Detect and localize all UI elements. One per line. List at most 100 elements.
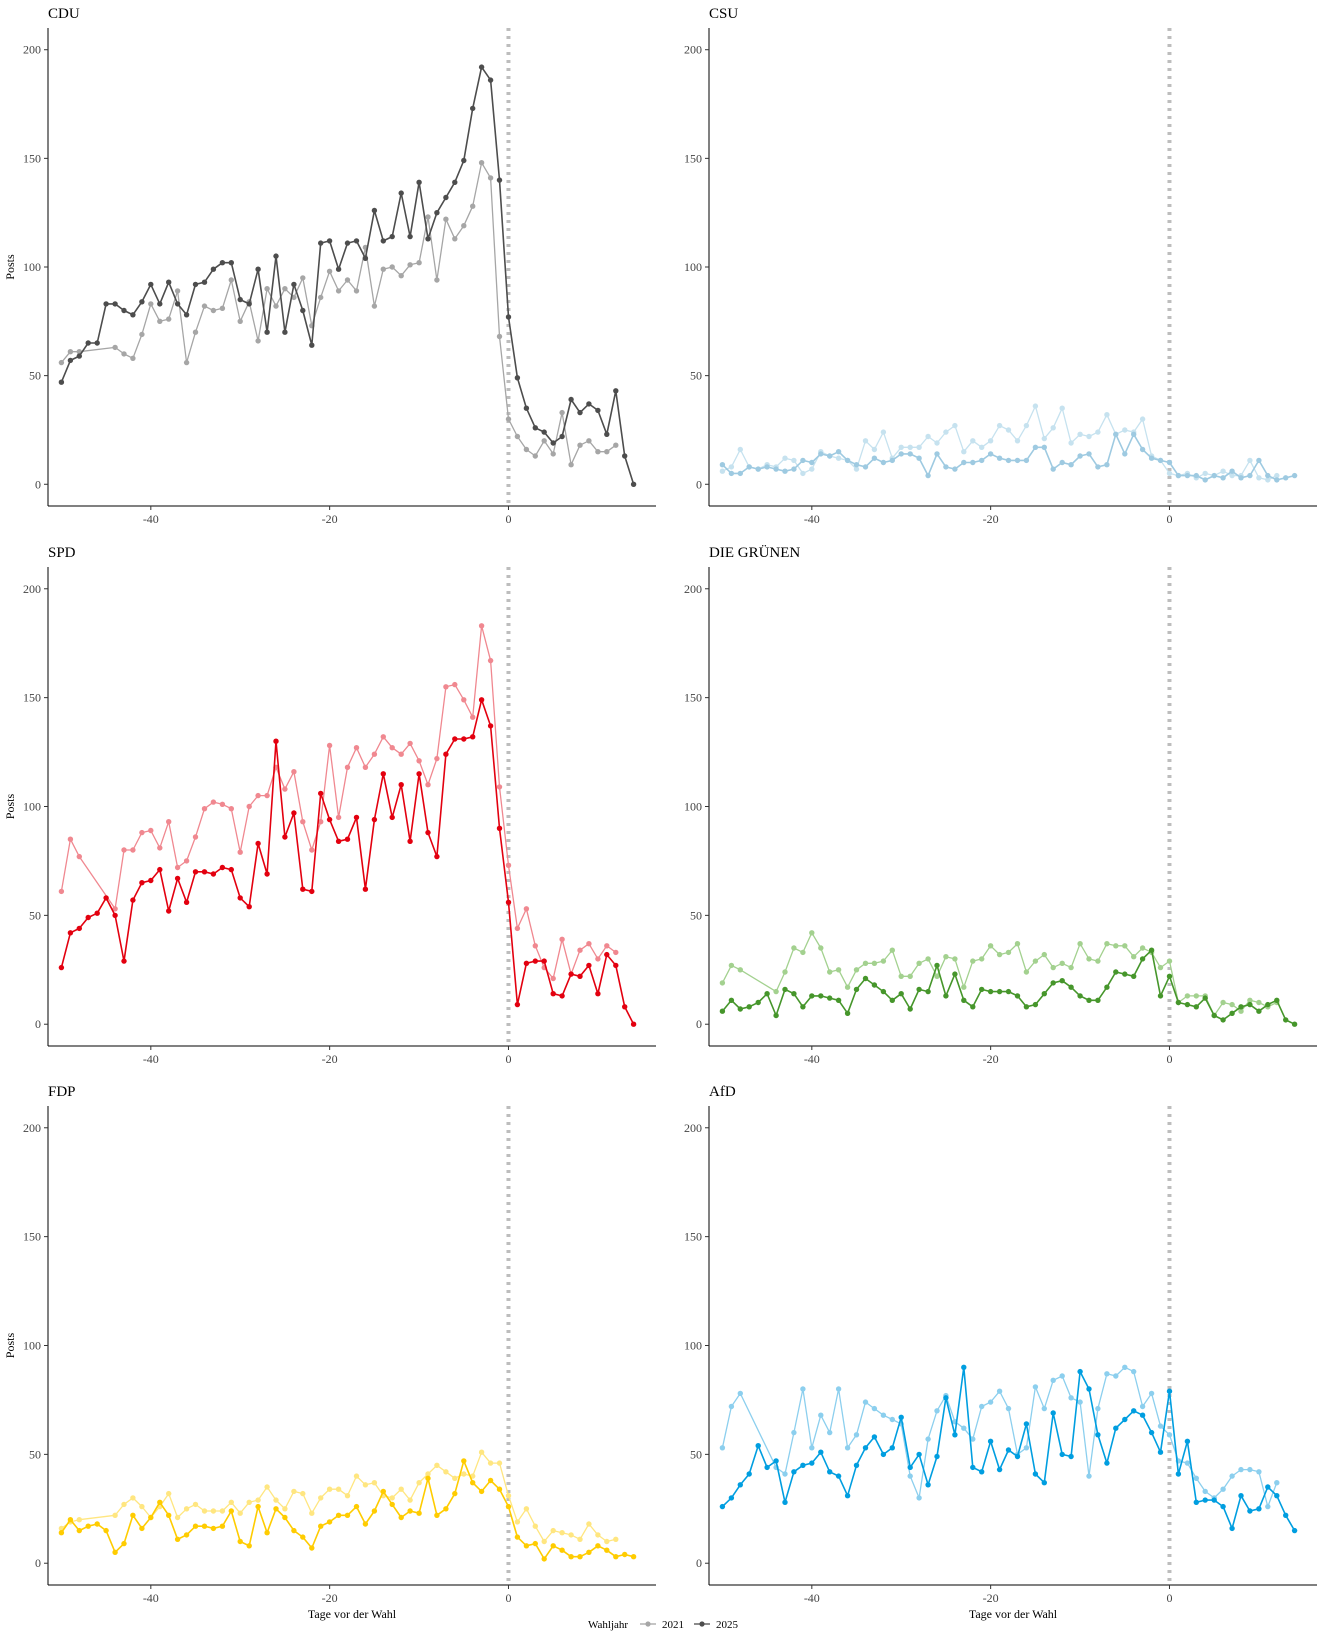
data-point-2025	[1005, 988, 1012, 995]
data-point-2021	[782, 969, 788, 975]
data-point-2021	[139, 331, 145, 338]
data-point-2025	[219, 1523, 226, 1529]
data-point-2021	[541, 1538, 547, 1545]
data-point-2025	[934, 451, 940, 457]
data-point-2025	[1122, 451, 1128, 457]
series-line-2025	[721, 433, 1295, 481]
data-point-2025	[94, 340, 100, 346]
data-point-2025	[362, 255, 369, 261]
data-point-2021	[76, 1517, 83, 1523]
data-point-2021	[880, 1412, 887, 1418]
data-point-2025	[862, 975, 869, 982]
data-point-2025	[1041, 991, 1048, 997]
data-point-2021	[1220, 999, 1226, 1006]
data-point-2021	[371, 751, 378, 757]
series-2021	[719, 1364, 1280, 1510]
data-point-2025	[166, 1512, 172, 1519]
data-point-2025	[210, 266, 217, 272]
data-point-2021	[461, 223, 467, 229]
data-point-2021	[344, 1493, 351, 1499]
data-point-2025	[85, 340, 91, 346]
x-tick-label: 0	[505, 1591, 511, 1605]
data-point-2025	[1247, 472, 1253, 479]
data-point-2021	[1122, 427, 1128, 433]
data-point-2025	[1131, 973, 1137, 979]
data-point-2025	[782, 1499, 788, 1506]
y-tick-label: 150	[684, 1230, 702, 1244]
data-point-2021	[550, 975, 556, 982]
data-point-2025	[1274, 477, 1280, 483]
x-tick-label: -40	[143, 1591, 159, 1605]
data-point-2025	[898, 451, 904, 457]
data-point-2025	[130, 312, 136, 318]
data-point-2021	[1256, 1469, 1262, 1475]
data-point-2025	[398, 782, 404, 788]
data-point-2021	[318, 294, 324, 301]
data-point-2025	[880, 988, 887, 995]
series-line-2021	[721, 1366, 1278, 1508]
data-point-2021	[505, 862, 512, 868]
data-point-2025	[496, 1486, 503, 1492]
data-point-2021	[1184, 1460, 1191, 1466]
data-point-2021	[1041, 435, 1048, 442]
data-point-2021	[880, 429, 887, 435]
data-point-2021	[613, 442, 619, 448]
data-point-2021	[174, 288, 181, 294]
data-point-2025	[916, 986, 922, 993]
data-point-2025	[407, 1508, 413, 1514]
data-point-2021	[398, 1486, 404, 1492]
data-point-2025	[1041, 1480, 1048, 1486]
data-point-2021	[970, 1436, 976, 1442]
series-2021	[58, 160, 619, 468]
data-point-2025	[326, 816, 333, 823]
data-point-2021	[514, 925, 521, 932]
data-point-2025	[773, 1458, 779, 1464]
data-point-2021	[880, 958, 887, 964]
data-point-2021	[970, 438, 976, 444]
data-point-2025	[505, 314, 512, 320]
legend: Wahljahr 2021 2025	[588, 1619, 739, 1631]
data-point-2025	[925, 1482, 931, 1488]
data-point-2025	[1059, 459, 1065, 466]
data-point-2025	[255, 840, 261, 847]
x-tick-label: -20	[983, 1052, 999, 1066]
data-point-2025	[1283, 475, 1289, 481]
data-point-2025	[1211, 1497, 1217, 1503]
data-point-2021	[925, 433, 931, 440]
data-point-2025	[1050, 1410, 1056, 1416]
data-point-2021	[434, 755, 440, 762]
data-point-2021	[577, 442, 583, 448]
data-point-2021	[827, 1429, 833, 1436]
data-point-2025	[800, 1004, 806, 1010]
data-point-2025	[961, 997, 967, 1003]
data-point-2021	[443, 1469, 449, 1475]
data-point-2025	[1032, 1471, 1039, 1477]
data-point-2021	[219, 1508, 226, 1514]
x-tick-label: 0	[1166, 1591, 1172, 1605]
data-point-2021	[1229, 1001, 1235, 1008]
data-point-2021	[1005, 427, 1012, 433]
data-point-2025	[532, 1540, 538, 1547]
data-point-2021	[237, 318, 243, 324]
data-point-2025	[174, 301, 181, 307]
data-point-2021	[201, 303, 208, 309]
data-point-2025	[246, 1543, 252, 1549]
data-point-2025	[183, 312, 190, 318]
data-point-2025	[853, 462, 860, 468]
data-point-2025	[827, 453, 833, 459]
data-point-2025	[622, 1004, 628, 1010]
data-point-2021	[1247, 997, 1253, 1003]
data-point-2021	[425, 214, 431, 220]
data-point-2025	[371, 207, 378, 214]
data-point-2025	[1023, 1421, 1030, 1427]
data-point-2021	[809, 1445, 815, 1451]
data-point-2025	[130, 1512, 136, 1519]
data-point-2025	[255, 1503, 261, 1510]
data-point-2021	[443, 216, 449, 222]
data-point-2021	[496, 784, 503, 790]
y-tick-label: 50	[29, 908, 41, 922]
data-point-2025	[568, 1554, 574, 1560]
data-point-2021	[1041, 951, 1048, 958]
data-point-2021	[121, 847, 127, 853]
data-point-2021	[470, 714, 476, 720]
